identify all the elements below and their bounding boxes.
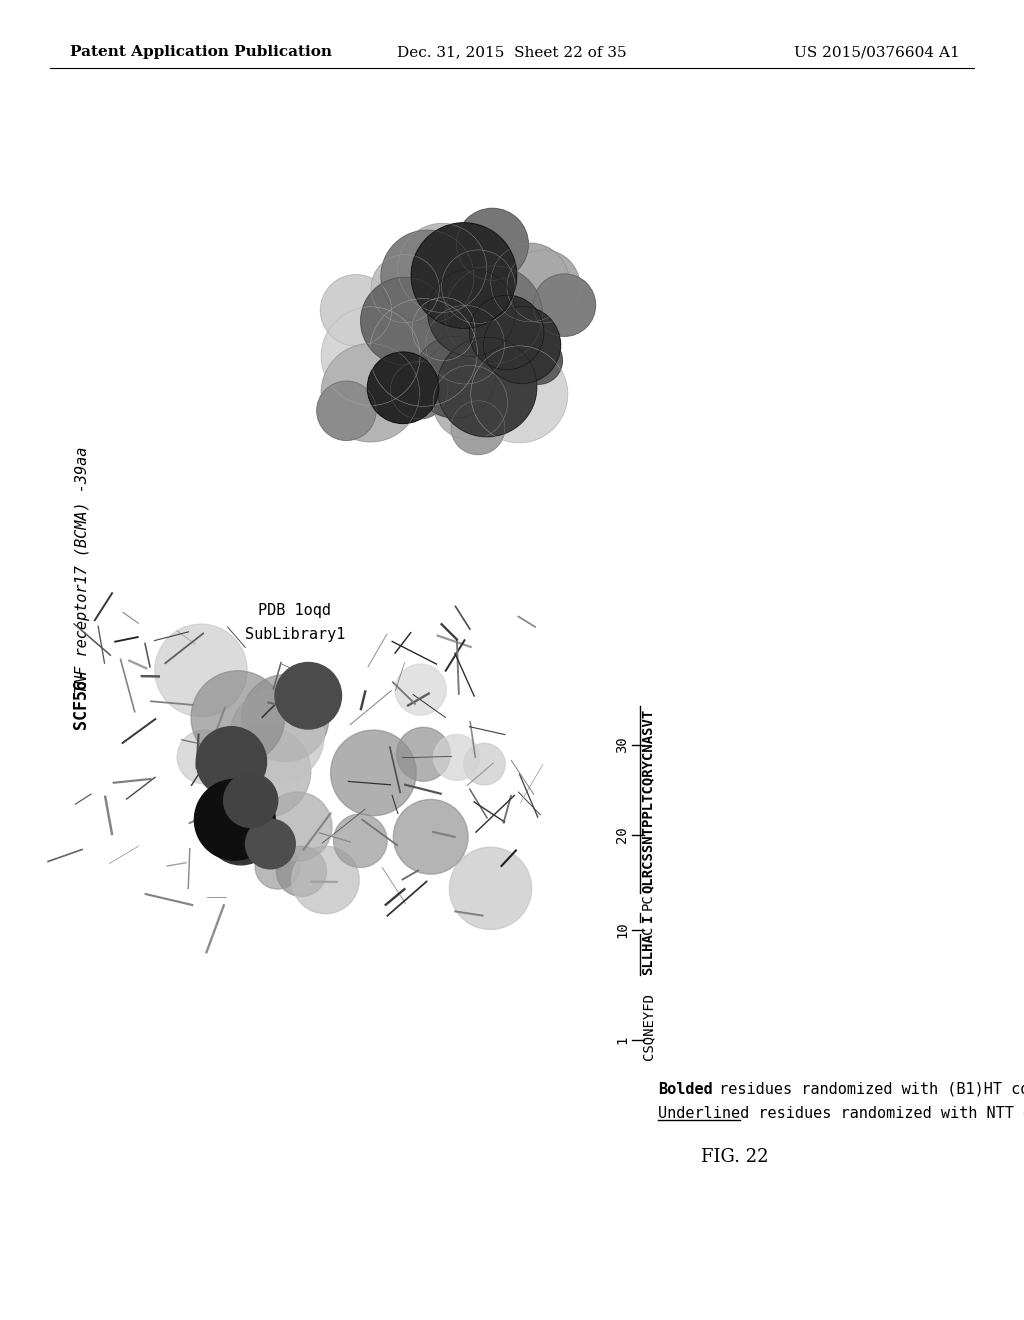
- Text: I: I: [641, 913, 655, 921]
- Circle shape: [371, 255, 439, 323]
- Text: Bolded: Bolded: [658, 1082, 713, 1097]
- Circle shape: [276, 846, 327, 896]
- Circle shape: [515, 337, 562, 384]
- Circle shape: [393, 800, 468, 874]
- Circle shape: [263, 792, 332, 861]
- Text: 1: 1: [615, 1036, 629, 1044]
- Circle shape: [197, 727, 266, 797]
- Circle shape: [191, 671, 285, 764]
- Text: C: C: [641, 925, 655, 935]
- Circle shape: [412, 297, 475, 360]
- Circle shape: [390, 362, 447, 418]
- Circle shape: [321, 275, 392, 346]
- Circle shape: [412, 223, 517, 329]
- Circle shape: [426, 305, 505, 384]
- Circle shape: [444, 265, 543, 363]
- Circle shape: [534, 275, 596, 337]
- Circle shape: [246, 820, 295, 869]
- Circle shape: [490, 243, 569, 322]
- Text: SLLHA: SLLHA: [641, 933, 655, 975]
- Text: CSQNEYFD: CSQNEYFD: [641, 993, 655, 1060]
- Circle shape: [370, 298, 477, 407]
- Circle shape: [242, 675, 329, 762]
- Circle shape: [447, 267, 513, 333]
- Text: US 2015/0376604 A1: US 2015/0376604 A1: [795, 45, 961, 59]
- Circle shape: [397, 223, 486, 313]
- Circle shape: [177, 730, 230, 784]
- Circle shape: [322, 343, 420, 442]
- Text: FIG. 22: FIG. 22: [701, 1148, 769, 1166]
- Text: Underlined residues randomized with NTT encoding F/I/L/V: Underlined residues randomized with NTT …: [658, 1106, 1024, 1121]
- Text: PDB 1oqd: PDB 1oqd: [258, 602, 332, 618]
- Circle shape: [395, 664, 446, 715]
- Text: 20: 20: [615, 826, 629, 843]
- Circle shape: [368, 352, 439, 424]
- Circle shape: [452, 401, 505, 454]
- Text: Patent Application Publication: Patent Application Publication: [70, 45, 332, 59]
- Circle shape: [483, 306, 560, 384]
- Text: 10: 10: [615, 921, 629, 939]
- Circle shape: [428, 269, 515, 356]
- Text: PC: PC: [641, 894, 655, 909]
- Circle shape: [223, 774, 278, 828]
- Circle shape: [360, 277, 449, 364]
- Text: SubLibrary1: SubLibrary1: [245, 627, 345, 643]
- Circle shape: [464, 743, 505, 785]
- Text: residues randomized with (B1)HT codon: residues randomized with (B1)HT codon: [710, 1082, 1024, 1097]
- Circle shape: [437, 337, 537, 437]
- Circle shape: [434, 734, 479, 780]
- Circle shape: [414, 337, 496, 418]
- Circle shape: [381, 230, 474, 323]
- Circle shape: [275, 663, 342, 729]
- Circle shape: [469, 296, 544, 370]
- Circle shape: [206, 796, 275, 865]
- Text: TNF receptor17 (BCMA) -39aa: TNF receptor17 (BCMA) -39aa: [75, 446, 89, 693]
- Circle shape: [457, 209, 528, 280]
- Circle shape: [396, 727, 451, 781]
- Circle shape: [334, 814, 387, 867]
- Text: 30: 30: [615, 737, 629, 754]
- Circle shape: [219, 726, 310, 817]
- Circle shape: [331, 730, 416, 816]
- Circle shape: [255, 845, 300, 890]
- Circle shape: [229, 689, 325, 783]
- Circle shape: [441, 249, 515, 323]
- Circle shape: [450, 847, 531, 929]
- Text: SCF56-: SCF56-: [73, 660, 91, 730]
- Circle shape: [316, 381, 376, 441]
- Circle shape: [322, 306, 420, 405]
- Circle shape: [195, 779, 275, 861]
- Text: QLRCSSNTPPLTCQRYCNASVT: QLRCSSNTPPLTCQRYCNASVT: [641, 709, 655, 894]
- Circle shape: [292, 846, 359, 913]
- Circle shape: [471, 346, 567, 442]
- Circle shape: [433, 366, 508, 440]
- Text: Dec. 31, 2015  Sheet 22 of 35: Dec. 31, 2015 Sheet 22 of 35: [397, 45, 627, 59]
- Circle shape: [155, 624, 247, 717]
- Circle shape: [507, 249, 580, 323]
